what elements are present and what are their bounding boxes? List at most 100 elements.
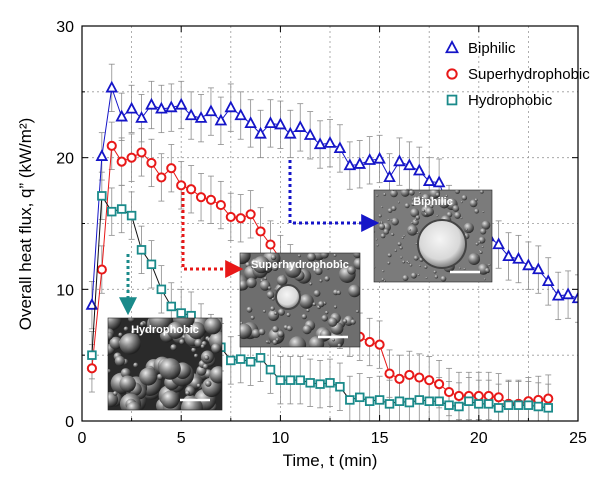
droplet	[402, 274, 409, 281]
data-point-biphilic	[343, 158, 357, 171]
legend-marker-superhydrophobic	[446, 68, 458, 80]
droplet	[108, 391, 119, 408]
data-point-biphilic	[284, 126, 297, 139]
data-point-biphilic	[204, 104, 218, 117]
large-droplet	[275, 284, 301, 310]
droplet	[409, 263, 413, 267]
data-point-biphilic	[532, 262, 545, 275]
data-point-superhydrophobic	[186, 184, 197, 195]
data-point-biphilic	[393, 154, 406, 167]
droplet	[179, 339, 185, 345]
y-tick-label: 0	[65, 414, 74, 431]
data-point-biphilic	[214, 113, 228, 126]
data-point-superhydrophobic	[225, 211, 236, 222]
droplet	[399, 246, 403, 250]
droplet	[148, 318, 173, 332]
data-point-biphilic	[522, 258, 535, 271]
droplet	[460, 201, 463, 204]
droplet	[250, 315, 255, 320]
droplet	[387, 253, 392, 258]
droplet	[482, 210, 485, 213]
droplet	[391, 205, 397, 211]
droplet	[381, 269, 385, 273]
droplet	[271, 264, 279, 271]
legend: Biphilic Superhydrophobic Hydrophobic	[444, 40, 590, 109]
droplet	[429, 196, 435, 202]
data-point-hydrophobic	[404, 397, 415, 408]
data-point-superhydrophobic	[96, 264, 107, 275]
data-point-biphilic	[293, 120, 307, 132]
data-point-hydrophobic	[384, 399, 395, 409]
droplet	[185, 390, 190, 396]
inset-label: Hydrophobic	[131, 324, 199, 336]
data-point-hydrophobic	[156, 284, 167, 295]
droplet	[327, 317, 338, 327]
data-point-biphilic	[115, 109, 128, 122]
droplet	[383, 192, 387, 196]
data-point-superhydrophobic	[414, 372, 425, 383]
droplet	[412, 218, 419, 226]
data-point-hydrophobic	[335, 382, 345, 392]
data-point-hydrophobic	[394, 396, 405, 406]
inset-border	[107, 317, 223, 411]
data-point-hydrophobic	[424, 396, 434, 406]
droplet	[324, 276, 330, 282]
droplet	[474, 208, 480, 214]
droplet	[403, 234, 406, 237]
droplet	[479, 228, 487, 235]
droplet	[321, 314, 328, 322]
droplet	[409, 228, 412, 231]
data-point-hydrophobic	[374, 395, 385, 405]
droplet	[435, 192, 440, 197]
inset-hydrophobic: Hydrophobic	[107, 317, 223, 411]
data-point-biphilic	[363, 153, 376, 165]
data-point-superhydrophobic	[493, 392, 504, 403]
droplet	[348, 284, 360, 298]
droplet	[342, 318, 348, 324]
droplet	[461, 194, 468, 201]
data-point-hydrophobic	[454, 401, 464, 412]
droplet	[468, 253, 481, 266]
droplet	[144, 329, 149, 334]
data-point-superhydrophobic	[404, 369, 415, 380]
data-point-hydrophobic	[483, 399, 494, 409]
droplet	[376, 244, 379, 247]
data-point-hydrophobic	[513, 400, 524, 410]
data-point-hydrophobic	[434, 396, 444, 406]
data-point-biphilic	[105, 80, 119, 93]
data-point-hydrophobic	[464, 396, 474, 406]
droplet	[413, 255, 419, 261]
droplet	[108, 331, 114, 341]
droplet	[119, 375, 136, 393]
droplet	[484, 267, 490, 273]
data-point-hydrophobic	[176, 308, 186, 318]
droplet	[458, 267, 461, 270]
data-point-hydrophobic	[166, 301, 177, 312]
droplet	[270, 254, 277, 261]
droplet	[381, 278, 385, 281]
data-point-biphilic	[412, 163, 426, 176]
droplet	[274, 311, 278, 315]
droplet	[259, 280, 271, 291]
data-point-hydrophobic	[493, 403, 504, 413]
droplet	[452, 205, 460, 212]
data-point-biphilic	[234, 108, 248, 121]
droplet	[415, 242, 418, 245]
data-point-biphilic	[145, 97, 158, 110]
droplet	[410, 208, 420, 218]
droplet	[479, 250, 483, 254]
droplet	[475, 242, 479, 246]
droplet	[170, 344, 177, 351]
droplet	[277, 308, 285, 316]
droplet	[440, 275, 447, 282]
droplet	[419, 264, 422, 268]
x-tick-label: 0	[78, 430, 87, 447]
droplet	[288, 336, 307, 347]
droplet	[355, 310, 359, 314]
droplet	[378, 214, 382, 218]
x-axis-title: Time, t (min)	[283, 451, 378, 470]
droplet	[439, 197, 450, 209]
data-point-superhydrophobic	[255, 226, 266, 237]
droplet	[246, 277, 257, 289]
droplet	[400, 256, 403, 259]
